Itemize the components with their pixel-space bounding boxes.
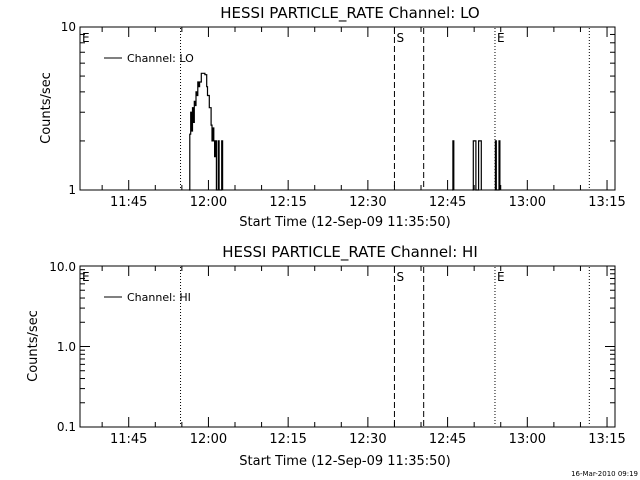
x-tick-label: 12:30 — [349, 195, 386, 210]
series-line — [494, 140, 501, 191]
y-tick-label-0.1: 0.1 — [57, 420, 76, 434]
plot-frame — [79, 26, 616, 191]
x-tick-label: 12:45 — [429, 195, 466, 210]
legend: Channel: HI — [104, 291, 191, 304]
x-tick-label: 12:45 — [429, 432, 466, 447]
y-axis-label: Counts/sec — [39, 72, 54, 144]
x-axis-label: Start Time (12-Sep-09 11:35:50) — [239, 215, 450, 230]
x-tick-label: 13:00 — [509, 432, 546, 447]
x-tick-label: 12:00 — [190, 195, 227, 210]
x-tick-label: 12:00 — [190, 432, 227, 447]
x-tick-label: 11:45 — [110, 432, 147, 447]
x-tick-label: 12:15 — [269, 432, 306, 447]
x-tick-label: 11:45 — [110, 195, 147, 210]
legend-label: Channel: HI — [127, 291, 191, 304]
legend: Channel: LO — [104, 52, 194, 65]
footer-timestamp: 16-Mar-2010 09:19 — [571, 470, 638, 478]
y-axis-label: Counts/sec — [26, 310, 41, 382]
event-marker-label: E — [82, 270, 90, 284]
panel-hi: HESSI PARTICLE_RATE Channel: HI Counts/s… — [26, 243, 626, 469]
y-tick-label-10: 10 — [61, 20, 76, 34]
panel-title: HESSI PARTICLE_RATE Channel: HI — [222, 243, 478, 262]
x-tick-label: 12:30 — [349, 432, 386, 447]
event-marker-label: S — [396, 31, 404, 45]
event-marker-label: E — [497, 270, 505, 284]
event-marker-label: E — [82, 31, 90, 45]
panel-lo: HESSI PARTICLE_RATE Channel: LO Counts/s… — [39, 4, 626, 230]
panel-title: HESSI PARTICLE_RATE Channel: LO — [220, 4, 479, 23]
x-tick-label: 12:15 — [269, 195, 306, 210]
y-tick-label-10.0: 10.0 — [49, 260, 76, 274]
event-marker-label: S — [396, 270, 404, 284]
x-tick-label: 13:15 — [588, 432, 625, 447]
y-tick-label-1.0: 1.0 — [57, 340, 76, 354]
y-tick-label-1: 1 — [68, 183, 76, 197]
series-line — [452, 140, 455, 191]
x-tick-label: 13:00 — [509, 195, 546, 210]
series-line — [472, 140, 482, 191]
x-tick-label: 13:15 — [588, 195, 625, 210]
event-marker-label: E — [497, 31, 505, 45]
series-line — [188, 72, 224, 191]
x-axis-label: Start Time (12-Sep-09 11:35:50) — [239, 454, 450, 469]
legend-label: Channel: LO — [127, 52, 194, 65]
